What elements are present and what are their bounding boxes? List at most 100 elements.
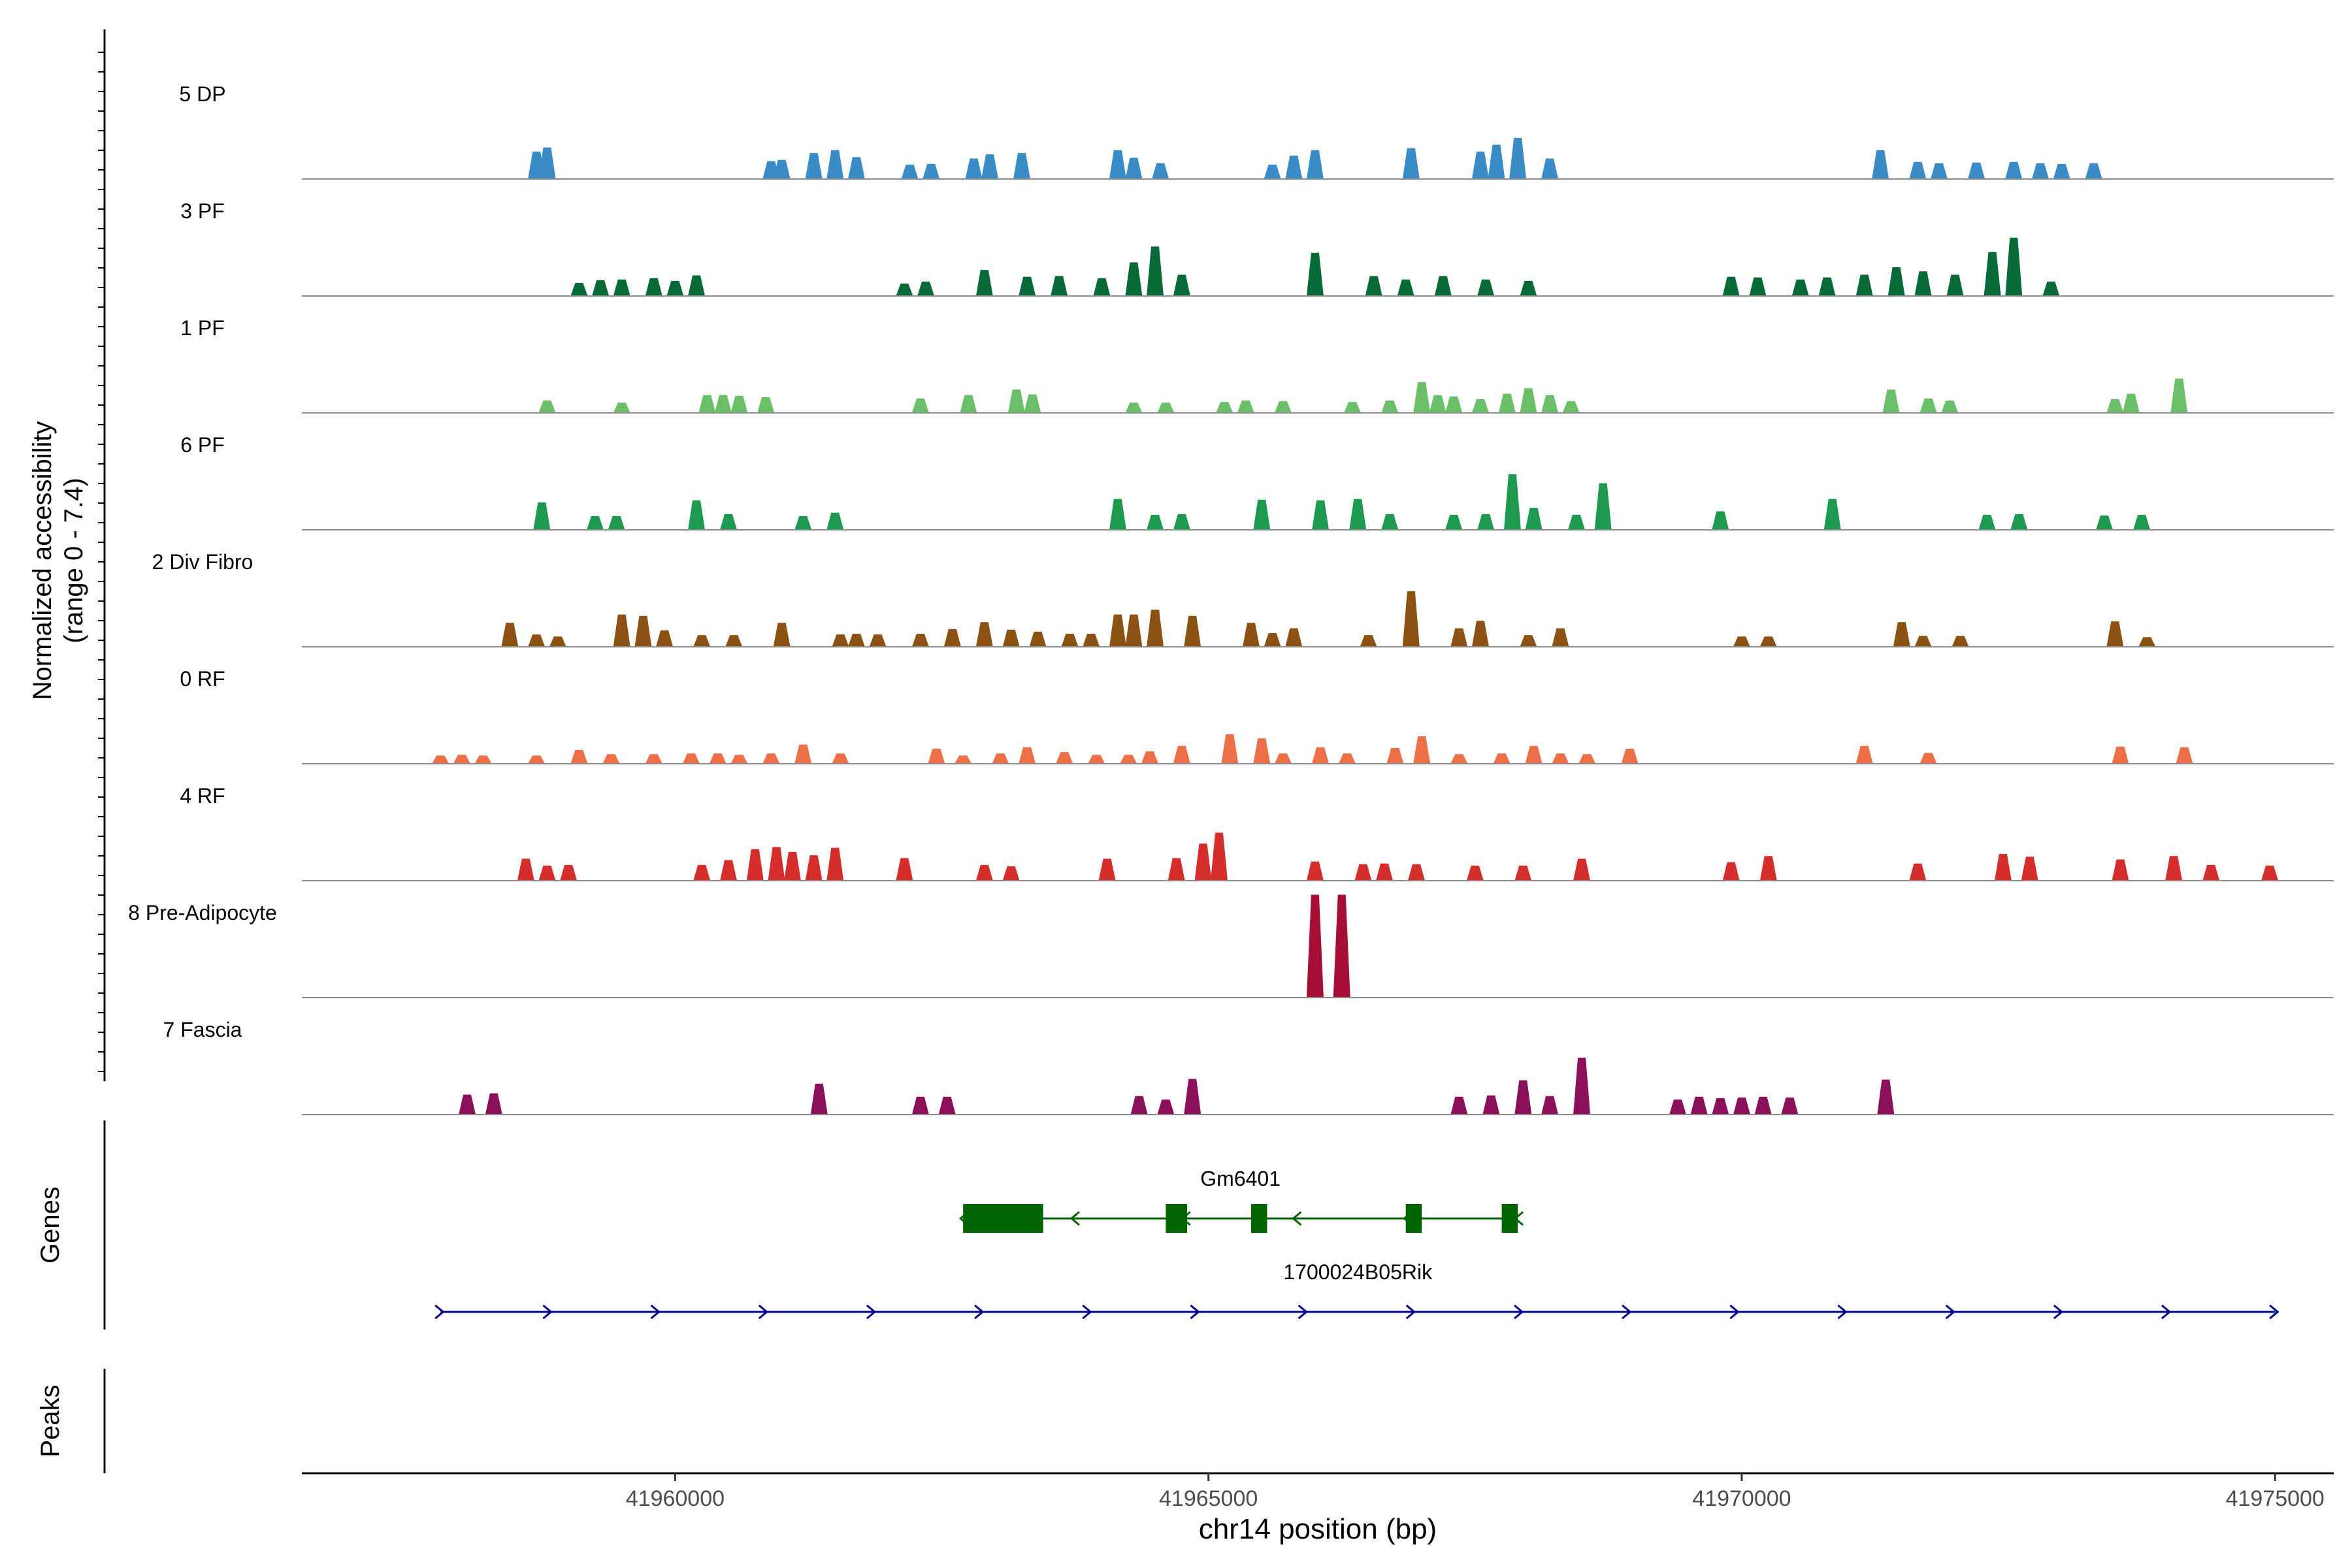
accessibility-peak (1509, 138, 1527, 179)
accessibility-peak (1184, 615, 1201, 647)
accessibility-peak (1376, 863, 1394, 881)
accessibility-peak (688, 500, 706, 530)
strand-arrow (1082, 1304, 1092, 1320)
track-7: 4 RF (180, 784, 2334, 881)
accessibility-peak (1541, 158, 1559, 179)
accessibility-peak (2106, 621, 2124, 647)
accessibility-peak (2261, 865, 2279, 881)
accessibility-peak (1007, 389, 1025, 413)
accessibility-peak (896, 284, 913, 296)
accessibility-peak (2112, 859, 2129, 881)
accessibility-peak (1168, 858, 1185, 881)
accessibility-peak (2165, 856, 2183, 881)
accessibility-peak (1520, 388, 1537, 413)
accessibility-peak (896, 858, 913, 881)
accessibility-peak (1488, 144, 1505, 179)
accessibility-peak (1759, 856, 1777, 881)
accessibility-peak (928, 748, 945, 764)
accessibility-peak (570, 750, 588, 764)
gene-label: Gm6401 (1200, 1167, 1281, 1190)
accessibility-peak (1722, 862, 1740, 881)
track-label: 0 RF (180, 667, 225, 691)
accessibility-peak (1344, 402, 1362, 413)
accessibility-peak (1818, 277, 1836, 296)
accessibility-peak (1669, 1099, 1686, 1115)
accessibility-peak (1173, 274, 1190, 296)
accessibility-peak (1567, 514, 1585, 530)
accessibility-peak (1498, 393, 1516, 413)
accessibility-peak (459, 1094, 476, 1115)
accessibility-peak (538, 400, 556, 413)
accessibility-peak (1984, 252, 2001, 296)
accessibility-peak (832, 634, 849, 647)
accessibility-peak (1471, 621, 1489, 647)
strand-arrow (758, 1304, 769, 1320)
accessibility-peak (1482, 1095, 1500, 1115)
accessibility-peak (1349, 498, 1367, 530)
accessibility-peak (1909, 161, 1927, 179)
gene-exon (1250, 1204, 1267, 1233)
accessibility-peak (975, 622, 993, 647)
accessibility-peak (2085, 163, 2102, 179)
accessibility-peak (1125, 402, 1143, 413)
accessibility-peak (826, 847, 844, 881)
accessibility-peak (1493, 753, 1511, 764)
accessibility-peak (1941, 400, 1959, 413)
accessibility-peak (1450, 754, 1468, 764)
accessibility-peak (2202, 864, 2220, 881)
accessibility-peak (2112, 746, 2129, 764)
accessibility-peak (720, 514, 738, 530)
strand-arrow (866, 1304, 877, 1320)
accessibility-peak (2005, 237, 2023, 296)
accessibility-peak (693, 864, 711, 881)
accessibility-peak (1253, 738, 1271, 764)
accessibility-peak (2005, 161, 2023, 179)
accessibility-peak (1024, 394, 1041, 413)
accessibility-peak (1594, 483, 1612, 530)
accessibility-peak (1413, 736, 1431, 764)
accessibility-peak (960, 395, 977, 413)
accessibility-peak (1855, 274, 1873, 296)
accessibility-peak (709, 753, 727, 764)
accessibility-peak (1130, 1096, 1148, 1115)
y-axis-ticks (98, 52, 105, 1072)
accessibility-peak (1712, 511, 1729, 530)
accessibility-peak (698, 395, 716, 413)
accessibility-peak (453, 755, 470, 764)
accessibility-peak (688, 275, 706, 296)
accessibility-peak (533, 502, 551, 530)
accessibility-peak (560, 864, 578, 881)
accessibility-peak (1253, 499, 1271, 530)
accessibility-peak (832, 753, 849, 764)
accessibility-peak (1029, 631, 1047, 647)
accessibility-peak (783, 851, 801, 881)
accessibility-peak (826, 150, 844, 179)
strand-arrow (650, 1304, 661, 1320)
accessibility-peak (975, 270, 993, 296)
accessibility-peak (538, 147, 556, 179)
accessibility-peak (917, 281, 935, 296)
accessibility-peak (1712, 1098, 1729, 1115)
accessibility-peak (1397, 279, 1414, 296)
track-label: 2 Div Fibro (152, 550, 253, 574)
accessibility-peak (1930, 163, 1948, 179)
track-label: 6 PF (180, 433, 225, 457)
accessibility-peak (666, 280, 684, 296)
strand-arrow (1405, 1304, 1416, 1320)
gene-Gm6401: Gm6401 (958, 1167, 1524, 1233)
accessibility-peak (2053, 163, 2070, 179)
accessibility-peak (1152, 163, 1169, 179)
accessibility-peak (1541, 395, 1559, 413)
accessibility-peak (1754, 1096, 1772, 1115)
track-5: 2 Div Fibro (152, 550, 2334, 647)
accessibility-peak (1338, 753, 1356, 764)
accessibility-peak (1365, 276, 1382, 296)
accessibility-peak (1562, 401, 1580, 413)
accessibility-peak (1002, 629, 1020, 647)
accessibility-peak (1173, 745, 1190, 764)
y-axis-title-line1: Normalized accessibility (28, 421, 57, 700)
accessibility-peak (1381, 400, 1399, 413)
accessibility-peak (911, 398, 929, 413)
accessibility-peak (1525, 508, 1543, 530)
strand-arrow (1945, 1304, 1956, 1320)
